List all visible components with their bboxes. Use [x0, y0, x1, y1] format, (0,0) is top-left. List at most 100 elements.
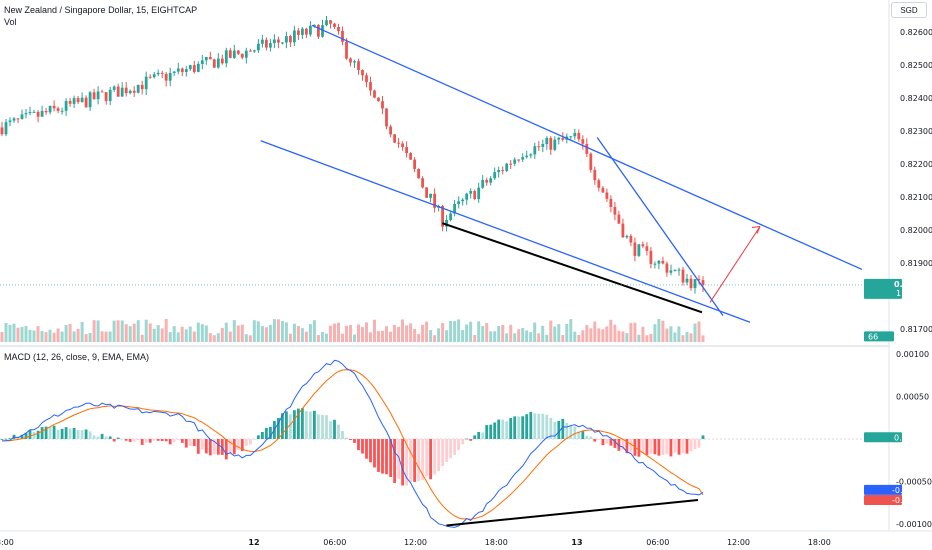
candle-body [549, 137, 553, 150]
candle-body [108, 89, 112, 101]
price-tick-label: 0.82100 [900, 193, 932, 202]
histogram-bar [289, 414, 292, 439]
volume-bar [156, 325, 160, 342]
volume-bar [337, 322, 340, 342]
candle-body [621, 223, 625, 238]
volume-bar [236, 325, 240, 342]
volume-bar [421, 324, 425, 342]
candle-body [172, 71, 176, 73]
price-tick-label: 0.82400 [900, 94, 932, 103]
histogram-bar [577, 431, 581, 439]
candle-body [228, 50, 232, 58]
histogram-bar [132, 439, 136, 442]
candle-body [8, 120, 12, 123]
volume-bar [689, 333, 693, 342]
macd-tick-label: -0.00050 [896, 477, 932, 486]
volume-bar [469, 321, 473, 342]
macd-tick-label: 0.00100 [896, 350, 929, 359]
volume-bar [589, 328, 593, 342]
candle-body [433, 193, 436, 208]
volume-bar [645, 335, 649, 342]
histogram-bar [172, 439, 176, 442]
volume-bar [489, 331, 493, 342]
macd-divergence-line [446, 499, 699, 527]
volume-bar [196, 322, 200, 342]
volume-bar [204, 325, 208, 342]
candle-body [273, 39, 276, 44]
volume-bar [288, 333, 292, 342]
histogram-bar [76, 430, 80, 439]
candle-body [673, 269, 677, 271]
volume-bar [585, 325, 589, 342]
candle-body [92, 92, 96, 100]
histogram-bar [421, 439, 424, 481]
histogram-bar [116, 437, 120, 439]
candle-body [176, 68, 180, 72]
candle-body [393, 134, 396, 143]
volume-tag-bg [864, 331, 894, 342]
volume-bar [601, 329, 605, 342]
candle-body [453, 204, 456, 214]
volume-bar [629, 322, 633, 342]
candle-body [461, 199, 465, 202]
histogram-bar [44, 426, 48, 439]
price-tick-label: 0.82600 [900, 28, 932, 37]
histogram-bar [72, 428, 76, 439]
volume-bar [108, 331, 112, 342]
volume-bar [349, 325, 352, 342]
histogram-bar [244, 439, 248, 446]
histogram-bar [585, 435, 589, 439]
histogram-bar [485, 425, 489, 439]
candle-body [4, 122, 8, 135]
candle-body [333, 23, 336, 27]
candle-body [212, 59, 216, 68]
volume-bar [40, 330, 44, 342]
histogram-bar [665, 439, 669, 455]
macd-tick-label: -0.00100 [896, 520, 932, 529]
candle-body [345, 41, 348, 59]
histogram-bar [176, 439, 180, 440]
candle-body [88, 92, 92, 108]
candle-body [665, 263, 669, 273]
volume-bar [232, 320, 236, 342]
candle-body [525, 155, 529, 158]
volume-bar [573, 331, 577, 342]
candle-body [361, 70, 364, 76]
candle-body [232, 50, 236, 58]
volume-bar [557, 324, 561, 342]
candle-body [681, 269, 685, 283]
histogram-tag-bg [864, 432, 902, 443]
volume-bar [341, 333, 344, 342]
candle-body [541, 144, 545, 147]
candle-body [180, 68, 184, 73]
candle-body [136, 84, 140, 93]
candle-body [104, 92, 108, 101]
candle-body [397, 142, 400, 144]
volume-bar [184, 329, 188, 342]
volume-bar [545, 334, 549, 342]
volume-bar [52, 332, 56, 342]
time-tick-label: 12 [248, 538, 259, 547]
volume-bar [465, 324, 469, 342]
volume-bar [685, 331, 689, 342]
volume-bar [373, 319, 376, 342]
volume-bar [92, 320, 96, 342]
histogram-bar [581, 431, 585, 439]
volume-bar [485, 323, 489, 342]
volume-bar [88, 333, 92, 342]
candle-body [28, 112, 32, 114]
candle-body [224, 50, 228, 64]
candle-body [429, 193, 432, 198]
candle-body [285, 36, 288, 43]
volume-bar [140, 334, 144, 342]
currency-button[interactable]: SGD [891, 2, 927, 18]
histogram-bar [345, 437, 348, 439]
histogram-bar [465, 438, 469, 440]
histogram-bar [441, 439, 444, 466]
histogram-bar [397, 439, 400, 479]
histogram-bar [669, 439, 673, 457]
candle-body [593, 169, 597, 181]
histogram-bar [136, 439, 140, 441]
